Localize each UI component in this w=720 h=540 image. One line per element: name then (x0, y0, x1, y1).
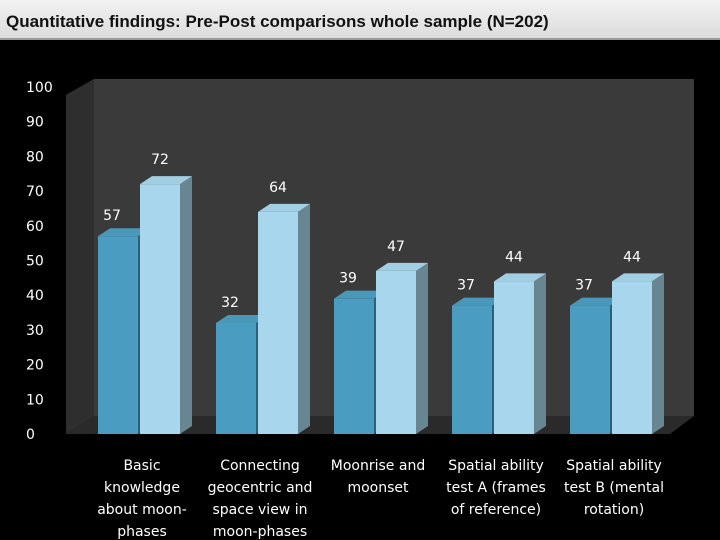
data-labels: 57 72 32 64 39 47 37 44 37 44 (103, 152, 641, 311)
data-label: 44 (623, 249, 641, 265)
category-label-line: Connecting (220, 458, 300, 474)
data-label: 32 (221, 295, 239, 311)
data-label: 57 (103, 208, 121, 224)
data-label: 47 (387, 239, 405, 255)
bar-post-0 (140, 176, 192, 434)
category-label-line: phases (117, 524, 167, 540)
y-tick-label: 10 (26, 392, 44, 408)
bar-chart: 0 10 20 30 40 50 60 70 80 90 100 57 72 32 64 39 47 37 44 3… (26, 79, 694, 540)
category-label-line: knowledge (104, 480, 180, 496)
category-label-line: test B (mental (564, 480, 664, 496)
y-tick-label: 50 (26, 254, 44, 270)
data-label: 72 (151, 152, 169, 168)
data-label: 37 (457, 278, 475, 294)
data-label: 44 (505, 249, 523, 265)
category-label-line: moon-phases (213, 524, 307, 540)
bar-post-3 (494, 273, 546, 434)
category-label-line: Spatial ability (566, 458, 662, 474)
category-label-1: Connecting geocentric and space view in moo… (208, 458, 313, 540)
category-label-line: rotation) (584, 502, 644, 518)
y-tick-label: 70 (26, 184, 44, 200)
y-tick-label: 60 (26, 219, 44, 235)
category-label-0: Basic knowledge about moon-phases (97, 458, 187, 540)
title-bar: Quantitative findings: Pre-Post comparis… (0, 0, 720, 40)
y-tick-label: 20 (26, 358, 44, 374)
category-label-line: space view in (213, 502, 308, 518)
bar-post-1 (258, 203, 310, 434)
category-labels: Basic knowledge about moon-phases Connectin… (97, 458, 664, 540)
category-label-2: Moonrise and moonset (331, 458, 425, 496)
category-label-line: geocentric and (208, 480, 313, 496)
y-tick-label: 90 (26, 115, 44, 131)
data-label: 64 (269, 180, 287, 196)
bar-post-2 (376, 262, 428, 434)
side-wall (66, 79, 94, 434)
data-label: 39 (339, 271, 357, 287)
data-label: 37 (575, 278, 593, 294)
category-label-line: Moonrise and (331, 458, 425, 474)
category-label-line: Spatial ability (448, 458, 544, 474)
category-label-line: about moon- (97, 502, 187, 518)
y-tick-label: 0 (26, 427, 35, 443)
y-tick-label: 80 (26, 149, 44, 165)
category-label-line: test A (frames (446, 480, 546, 496)
y-tick-label: 100 (26, 80, 53, 96)
bars (98, 176, 664, 434)
y-tick-label: 40 (26, 288, 44, 304)
category-label-3: Spatial ability test A (frames of referenc… (446, 458, 546, 518)
slide-title: Quantitative findings: Pre-Post comparis… (6, 12, 549, 31)
category-label-line: moonset (347, 480, 409, 496)
category-label-4: Spatial ability test B (mental rotation) (564, 458, 664, 518)
category-label-line: of reference) (451, 502, 541, 518)
y-tick-label: 30 (26, 323, 44, 339)
y-axis-ticks: 0 10 20 30 40 50 60 70 80 90 100 (26, 80, 53, 443)
bar-post-4 (612, 273, 664, 434)
category-label-line: Basic (123, 458, 160, 474)
